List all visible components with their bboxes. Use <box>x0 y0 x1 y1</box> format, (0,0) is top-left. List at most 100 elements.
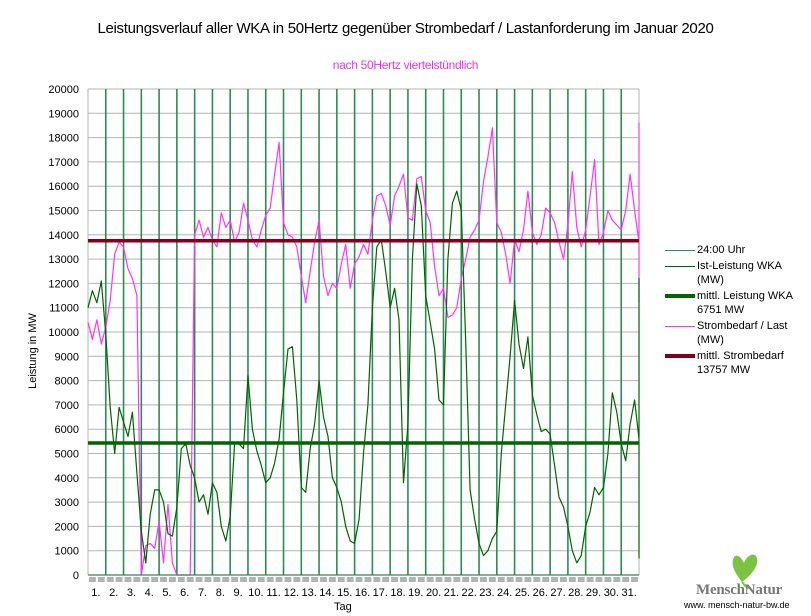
x-tick-mark <box>586 577 594 582</box>
x-tick-label: 29. <box>586 587 601 599</box>
x-tick-mark <box>444 577 452 582</box>
x-tick-mark <box>266 577 274 582</box>
x-tick-label: 20. <box>426 587 441 599</box>
y-tick-label: 3000 <box>55 497 79 509</box>
series-layer <box>87 122 640 576</box>
legend-item-wka: Ist-Leistung WKA (MW) <box>665 259 807 287</box>
x-tick-mark <box>213 577 221 582</box>
chart-title: Leistungsverlauf aller WKA in 50Hertz ge… <box>97 20 714 37</box>
y-axis-ticks: 0 1000 2000 3000 4000 5000 6000 7000 8000 9000 100… <box>48 84 79 582</box>
x-tick-mark <box>355 577 363 582</box>
x-tick-mark <box>133 577 141 582</box>
x-tick-mark <box>284 577 292 582</box>
logo-url: www. mensch-natur-bw.de <box>684 600 790 610</box>
x-tick-mark <box>488 577 496 582</box>
x-tick-label: 12. <box>284 587 299 599</box>
x-tick-mark <box>151 577 159 582</box>
x-tick-mark <box>604 577 612 582</box>
x-tick-label: 3. <box>127 587 136 599</box>
x-tick-mark <box>337 577 345 582</box>
y-tick-label: 18000 <box>48 133 79 145</box>
x-tick-mark <box>524 577 532 582</box>
logo-name: MenschNatur <box>696 582 783 598</box>
x-tick-label: 10. <box>248 587 263 599</box>
ginkgo-leaf-logo-icon <box>732 554 758 590</box>
x-tick-mark <box>462 577 470 582</box>
x-tick-label: 11. <box>266 587 280 599</box>
x-tick-label: 22. <box>461 587 476 599</box>
y-tick-label: 5000 <box>55 449 79 461</box>
x-tick-label: 21. <box>444 587 459 599</box>
x-tick-label: 9. <box>233 587 242 599</box>
y-tick-label: 17000 <box>48 157 79 169</box>
legend-item-demand: Strombedarf / Last (MW) <box>665 319 807 347</box>
legend-swatch-demand <box>665 326 695 327</box>
legend: 24:00 Uhr Ist-Leistung WKA (MW) mittl. L… <box>665 243 807 379</box>
x-tick-mark <box>106 577 114 582</box>
x-tick-label: 30. <box>604 587 619 599</box>
wka-line <box>87 183 640 564</box>
y-tick-label: 7000 <box>55 400 79 412</box>
legend-swatch-wka-mean <box>665 294 695 298</box>
x-tick-mark <box>533 577 541 582</box>
x-tick-mark <box>622 577 630 582</box>
x-tick-mark <box>293 577 301 582</box>
x-tick-mark <box>328 577 336 582</box>
day-boundary-lines <box>104 89 623 575</box>
x-tick-mark <box>595 577 603 582</box>
x-tick-mark <box>231 577 239 582</box>
x-tick-mark <box>426 577 434 582</box>
y-tick-label: 15000 <box>48 206 79 218</box>
legend-item-wka-mean: mittl. Leistung WKA 6751 MW <box>665 289 807 317</box>
x-tick-mark <box>480 577 487 582</box>
legend-label: 24:00 Uhr <box>697 244 746 256</box>
x-tick-mark <box>453 577 461 582</box>
x-tick-label: 5. <box>162 587 171 599</box>
x-tick-label: 27. <box>550 587 565 599</box>
x-tick-label: 1. <box>91 587 100 599</box>
demand-line <box>87 122 640 576</box>
x-tick-mark <box>346 577 354 582</box>
legend-label: Strombedarf / Last (MW) <box>697 320 788 346</box>
y-tick-label: 1000 <box>55 546 79 558</box>
x-tick-mark <box>160 577 167 582</box>
legend-item-demand-mean: mittl. Strombedarf 13757 MW <box>665 349 807 377</box>
x-tick-mark <box>382 577 390 582</box>
y-tick-label: 11000 <box>49 303 79 315</box>
x-tick-mark <box>195 577 203 582</box>
y-tick-label: 16000 <box>48 181 79 193</box>
x-tick-mark <box>577 577 585 582</box>
x-tick-mark <box>471 577 479 582</box>
x-tick-mark <box>168 577 176 582</box>
x-tick-mark <box>408 577 416 582</box>
x-tick-mark <box>631 577 638 582</box>
x-tick-mark <box>186 577 194 582</box>
y-tick-label: 14000 <box>48 230 79 242</box>
x-tick-mark <box>320 577 327 582</box>
x-tick-label: 16. <box>355 587 370 599</box>
x-tick-label: 31. <box>621 587 636 599</box>
x-tick-mark <box>515 577 523 582</box>
x-tick-mark <box>222 577 230 582</box>
x-tick-label: 28. <box>568 587 583 599</box>
x-tick-mark <box>417 577 425 582</box>
y-tick-label: 2000 <box>55 521 79 533</box>
y-tick-label: 20000 <box>48 84 79 96</box>
x-tick-mark <box>97 577 105 582</box>
x-tick-label: 17. <box>373 587 388 599</box>
x-tick-mark <box>364 577 372 582</box>
x-tick-label: 6. <box>180 587 189 599</box>
legend-swatch-wka <box>665 266 695 267</box>
y-tick-label: 12000 <box>48 278 79 290</box>
x-tick-label: 15. <box>337 587 352 599</box>
legend-swatch-demand-mean <box>665 354 695 358</box>
x-tick-mark <box>391 577 399 582</box>
x-tick-label: 14. <box>319 587 334 599</box>
x-tick-mark <box>373 577 381 582</box>
x-tick-mark <box>506 577 514 582</box>
legend-label: mittl. Strombedarf 13757 MW <box>697 350 784 376</box>
x-tick-mark <box>142 577 150 582</box>
x-tick-label: 19. <box>408 587 423 599</box>
x-tick-mark <box>400 577 407 582</box>
x-tick-mark <box>248 577 256 582</box>
